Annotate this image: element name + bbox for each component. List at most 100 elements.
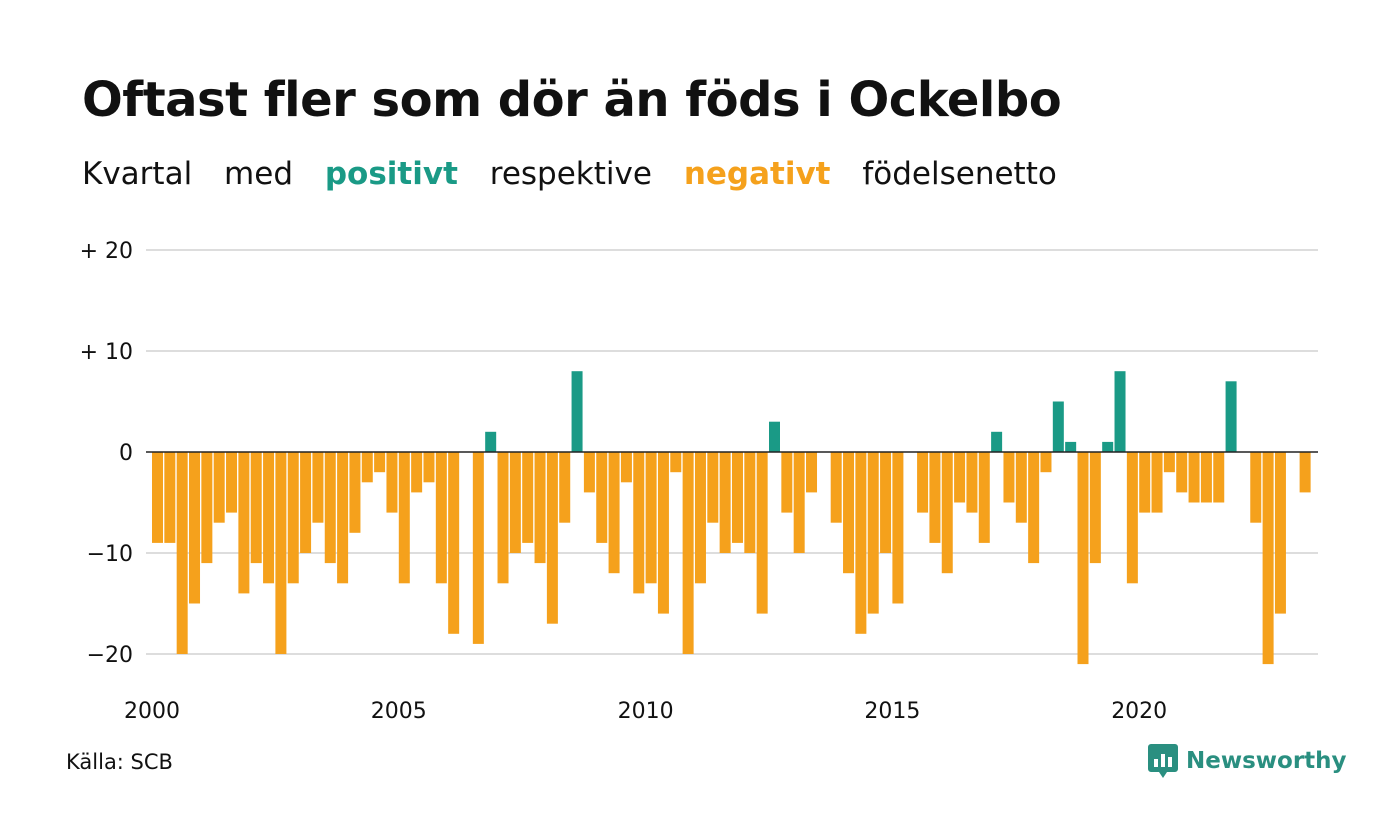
- y-tick-label: 0: [119, 441, 133, 466]
- bar-negative: [201, 452, 213, 564]
- bar-negative: [694, 452, 706, 584]
- bar-negative: [559, 452, 571, 523]
- bar-negative: [806, 452, 818, 493]
- bar-negative: [1089, 452, 1101, 564]
- bar-negative: [954, 452, 966, 503]
- y-tick-label: −20: [87, 643, 133, 668]
- bar-negative: [583, 452, 595, 493]
- bar-negative: [1163, 452, 1175, 473]
- subtitle-word: med: [224, 156, 293, 192]
- bar-negative: [608, 452, 620, 574]
- bar-negative: [917, 452, 929, 513]
- bar-positive: [991, 431, 1003, 452]
- newsworthy-logo: Newsworthy: [1148, 744, 1347, 778]
- bar-negative: [843, 452, 855, 574]
- bar-negative: [275, 452, 287, 654]
- bar-negative: [1139, 452, 1151, 513]
- bar-negative: [546, 452, 558, 624]
- bar-negative: [534, 452, 546, 564]
- x-tick-label: 2015: [864, 699, 920, 724]
- bar-negative: [411, 452, 423, 493]
- chart-subtitle: Kvartal med positivt respektive negativt…: [82, 156, 1079, 192]
- y-axis-labels: + 20 + 10 0 −10 −20: [80, 239, 133, 668]
- y-tick-label: −10: [87, 542, 133, 567]
- bar-negative: [756, 452, 768, 614]
- bar-negative: [719, 452, 731, 553]
- bar-negative: [1262, 452, 1274, 665]
- bar-negative: [361, 452, 373, 483]
- bar-negative: [226, 452, 238, 513]
- bar-negative: [1003, 452, 1015, 503]
- bar-negative: [744, 452, 756, 553]
- x-tick-label: 2010: [618, 699, 674, 724]
- bar-negative: [287, 452, 299, 584]
- bar-chart: + 20 + 10 0 −10 −20 2000 2005 2010 2015 2020: [80, 239, 1318, 724]
- bar-negative: [941, 452, 953, 574]
- y-tick-label: + 10: [80, 340, 133, 365]
- bar-negative: [892, 452, 904, 604]
- bar-negative: [978, 452, 990, 543]
- subtitle-word: födelsenetto: [862, 156, 1057, 192]
- bar-negative: [1040, 452, 1052, 473]
- bar-negative: [1015, 452, 1027, 523]
- bar-negative: [867, 452, 879, 614]
- bar-negative: [213, 452, 225, 523]
- bar-negative: [633, 452, 645, 594]
- bar-negative: [176, 452, 188, 654]
- bar-negative: [1299, 452, 1311, 493]
- bar-positive: [769, 421, 780, 452]
- bar-negative: [657, 452, 669, 614]
- bar-negative: [1077, 452, 1089, 665]
- x-tick-label: 2020: [1111, 699, 1167, 724]
- bar-negative: [509, 452, 521, 553]
- bar-negative: [448, 452, 460, 634]
- bar-negative: [337, 452, 349, 584]
- bar-negative: [374, 452, 386, 473]
- bar-positive: [485, 431, 497, 452]
- bar-negative: [263, 452, 275, 584]
- bar-negative: [152, 452, 163, 543]
- bar-negative: [793, 452, 805, 553]
- bar-negative: [497, 452, 509, 584]
- bars-layer: [152, 371, 1311, 665]
- newsworthy-logo-icon: [1148, 744, 1178, 778]
- bar-negative: [1274, 452, 1286, 614]
- bar-negative: [731, 452, 743, 543]
- chart-title: Oftast fler som dör än föds i Ockelbo: [82, 72, 1062, 128]
- bar-negative: [830, 452, 842, 523]
- bar-negative: [596, 452, 608, 543]
- bar-negative: [238, 452, 250, 594]
- bar-positive: [1052, 401, 1064, 452]
- bar-negative: [929, 452, 941, 543]
- bar-negative: [1188, 452, 1200, 503]
- bar-negative: [472, 452, 484, 644]
- bar-positive: [1114, 371, 1126, 452]
- bar-negative: [349, 452, 361, 533]
- bar-negative: [682, 452, 694, 654]
- bar-positive: [571, 371, 583, 452]
- bar-negative: [670, 452, 682, 473]
- bar-negative: [707, 452, 719, 523]
- bar-negative: [620, 452, 632, 483]
- bar-negative: [1126, 452, 1138, 584]
- bar-negative: [250, 452, 262, 564]
- bar-negative: [855, 452, 867, 634]
- bar-negative: [312, 452, 324, 523]
- subtitle-word: Kvartal: [82, 156, 193, 192]
- source-note: Källa: SCB: [66, 750, 173, 774]
- subtitle-negative-label: negativt: [683, 156, 831, 192]
- bar-negative: [1250, 452, 1262, 523]
- bar-positive: [1225, 381, 1237, 452]
- bar-positive: [1102, 441, 1114, 452]
- bar-negative: [189, 452, 201, 604]
- bar-negative: [398, 452, 410, 584]
- bar-negative: [1176, 452, 1188, 493]
- bar-negative: [164, 452, 176, 543]
- bar-positive: [1065, 441, 1077, 452]
- subtitle-word: respektive: [489, 156, 652, 192]
- bar-negative: [645, 452, 657, 584]
- bar-negative: [324, 452, 336, 564]
- brand-name: Newsworthy: [1186, 748, 1347, 774]
- bar-negative: [966, 452, 978, 513]
- bar-negative: [386, 452, 398, 513]
